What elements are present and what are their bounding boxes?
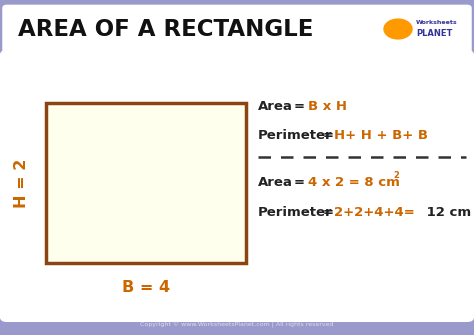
Text: =: = bbox=[294, 176, 310, 189]
Text: 2+2+4+4=: 2+2+4+4= bbox=[334, 206, 415, 219]
Text: PLANET: PLANET bbox=[416, 29, 452, 39]
Text: Area: Area bbox=[258, 100, 293, 114]
Text: H = 2: H = 2 bbox=[15, 158, 29, 208]
Circle shape bbox=[384, 19, 412, 39]
Text: H+ H + B+ B: H+ H + B+ B bbox=[334, 129, 428, 141]
Text: Copyright © www.WorksheetsPlanet.com | All rights reserved: Copyright © www.WorksheetsPlanet.com | A… bbox=[140, 322, 334, 328]
Bar bbox=[46, 103, 246, 263]
Text: =: = bbox=[323, 206, 334, 219]
Text: 2: 2 bbox=[393, 171, 399, 180]
Text: =: = bbox=[294, 100, 310, 114]
Text: Worksheets: Worksheets bbox=[416, 20, 457, 25]
Text: 4 x 2 = 8 cm: 4 x 2 = 8 cm bbox=[308, 176, 400, 189]
Text: =: = bbox=[323, 129, 334, 141]
Text: B x H: B x H bbox=[308, 100, 347, 114]
FancyBboxPatch shape bbox=[0, 50, 474, 322]
Text: B = 4: B = 4 bbox=[122, 279, 170, 294]
FancyBboxPatch shape bbox=[2, 5, 472, 53]
Text: 12 cm: 12 cm bbox=[422, 206, 471, 219]
Text: Perimeter: Perimeter bbox=[258, 129, 333, 141]
Text: Area: Area bbox=[258, 176, 293, 189]
Text: AREA OF A RECTANGLE: AREA OF A RECTANGLE bbox=[18, 17, 313, 41]
Text: Perimeter: Perimeter bbox=[258, 206, 333, 219]
